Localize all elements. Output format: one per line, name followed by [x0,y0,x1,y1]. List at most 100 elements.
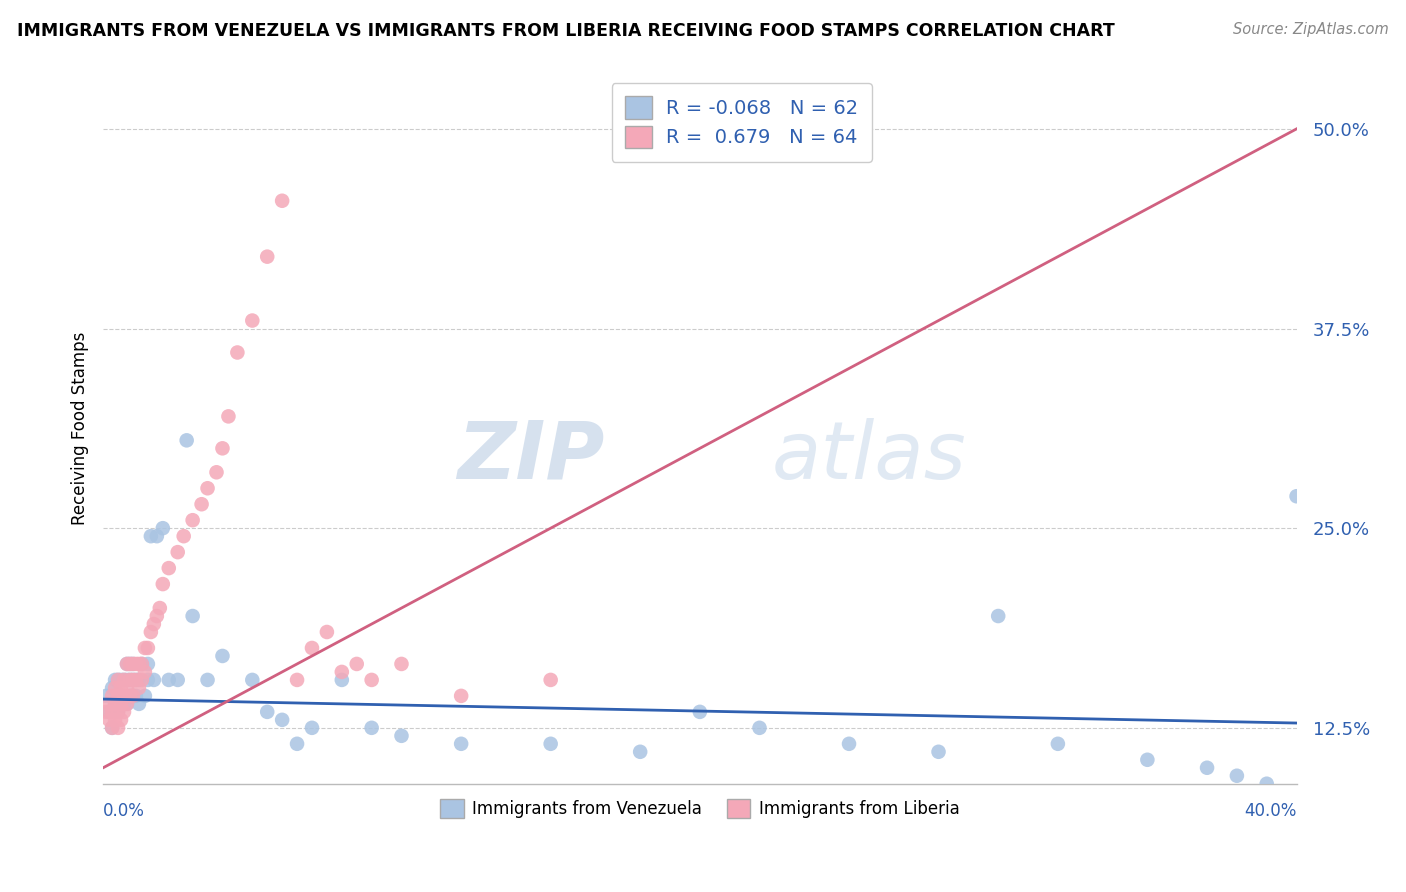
Point [211,648,233,663]
Point [689,705,711,719]
Point [125,657,148,671]
Point [98,713,121,727]
Point [134,689,156,703]
Point [285,737,308,751]
Point [128,681,150,695]
Point [122,657,145,671]
Point [166,545,188,559]
Point [115,657,138,671]
Point [173,529,195,543]
Point [98,705,121,719]
Point [118,673,141,687]
Point [181,513,204,527]
Point [157,561,180,575]
Point [104,681,127,695]
Point [101,689,124,703]
Point [157,673,180,687]
Point [136,673,159,687]
Point [136,657,159,671]
Point [118,689,141,703]
Point [330,665,353,679]
Point [101,721,124,735]
Text: ZIP: ZIP [457,417,605,496]
Point [110,681,132,695]
Point [838,737,860,751]
Point [94,689,117,703]
Point [115,681,138,695]
Point [271,713,294,727]
Point [118,657,141,671]
Point [1256,777,1278,791]
Point [256,705,278,719]
Point [152,577,174,591]
Text: atlas: atlas [772,417,966,496]
Point [128,673,150,687]
Point [125,673,148,687]
Point [360,721,382,735]
Point [112,673,135,687]
Point [139,529,162,543]
Point [118,657,141,671]
Point [1136,753,1159,767]
Point [142,673,165,687]
Point [134,665,156,679]
Point [107,673,129,687]
Point [217,409,239,424]
Point [271,194,294,208]
Point [118,689,141,703]
Point [94,705,117,719]
Text: 0.0%: 0.0% [103,802,145,820]
Point [115,657,138,671]
Point [136,640,159,655]
Point [1197,761,1219,775]
Point [330,673,353,687]
Point [115,673,138,687]
Point [450,689,472,703]
Point [122,673,145,687]
Point [107,673,129,687]
Point [134,640,156,655]
Point [152,521,174,535]
Point [1226,769,1249,783]
Point [125,673,148,687]
Point [128,657,150,671]
Point [104,713,127,727]
Point [190,497,212,511]
Text: 40.0%: 40.0% [1244,802,1296,820]
Point [104,697,127,711]
Point [101,681,124,695]
Point [540,737,562,751]
Point [104,673,127,687]
Point [122,657,145,671]
Point [285,673,308,687]
Point [142,617,165,632]
Point [181,609,204,624]
Point [107,689,129,703]
Point [450,737,472,751]
Point [122,689,145,703]
Legend: Immigrants from Venezuela, Immigrants from Liberia: Immigrants from Venezuela, Immigrants fr… [433,793,966,825]
Point [107,721,129,735]
Text: Source: ZipAtlas.com: Source: ZipAtlas.com [1233,22,1389,37]
Point [149,601,172,615]
Point [122,689,145,703]
Point [128,697,150,711]
Point [110,673,132,687]
Point [360,673,382,687]
Point [628,745,651,759]
Point [118,673,141,687]
Point [540,673,562,687]
Point [110,689,132,703]
Point [112,689,135,703]
Point [197,673,219,687]
Point [226,345,249,359]
Point [131,657,153,671]
Point [139,625,162,640]
Point [1046,737,1069,751]
Point [112,697,135,711]
Point [146,609,169,624]
Point [107,705,129,719]
Point [166,673,188,687]
Point [205,465,228,479]
Point [928,745,950,759]
